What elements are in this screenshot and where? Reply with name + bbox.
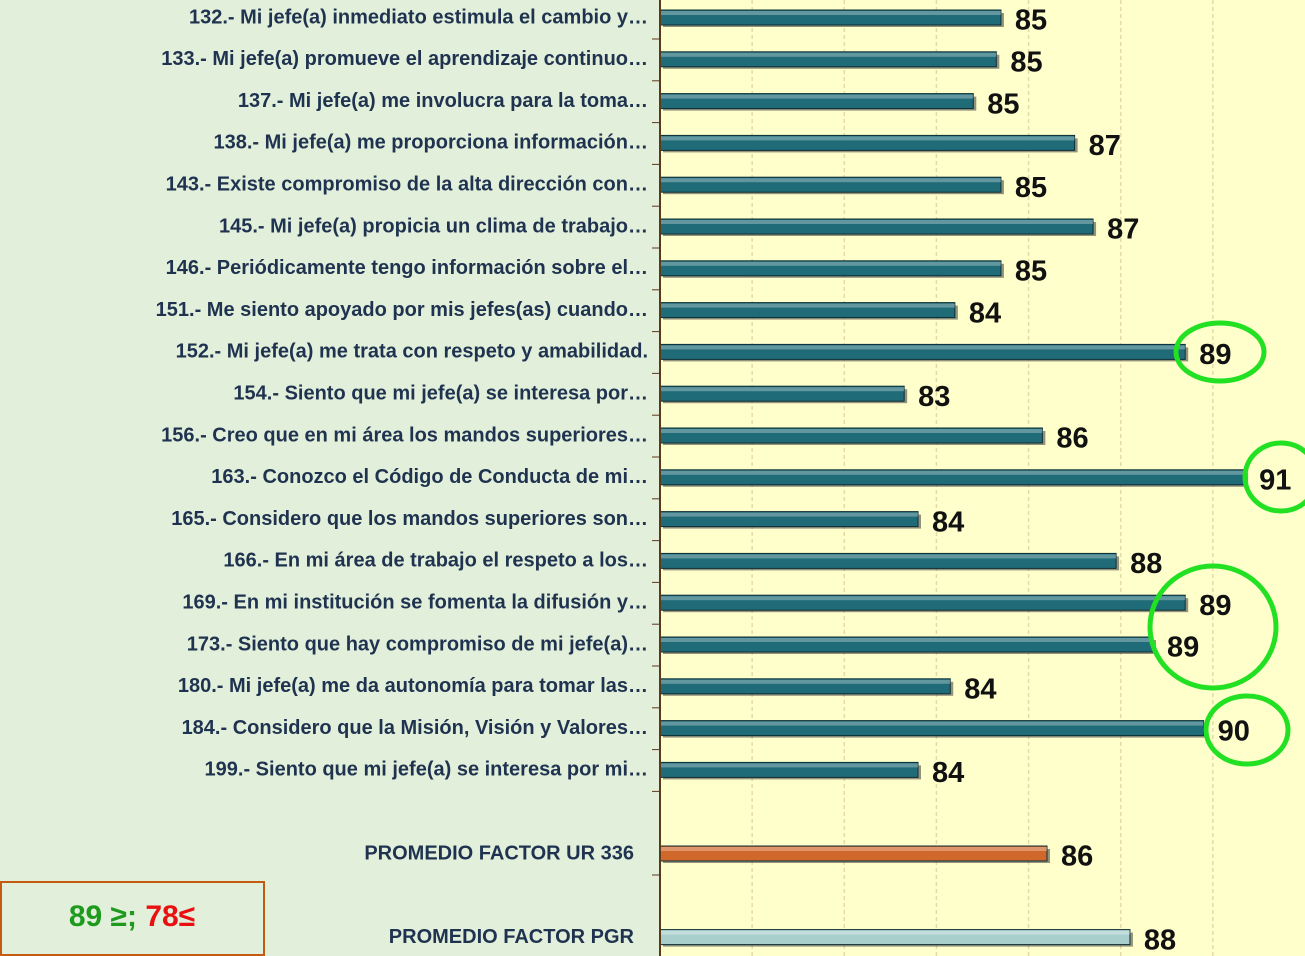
highlight-circle [1147, 563, 1279, 691]
label-panel [0, 0, 660, 956]
value-label: 90 [1218, 715, 1250, 747]
bar-highlight [660, 763, 918, 768]
category-label: 152.- Mi jefe(a) me trata con respeto y … [176, 341, 648, 363]
bar-highlight [660, 554, 1117, 559]
bar-highlight [660, 429, 1043, 433]
value-label: 89 [1199, 339, 1231, 371]
bar-highlight [660, 303, 955, 308]
bar-highlight [660, 930, 1130, 935]
category-label: 165.- Considero que los mandos superiore… [171, 508, 648, 530]
value-label: 84 [969, 297, 1001, 329]
bar-highlight [660, 638, 1153, 642]
category-label: 143.- Existe compromiso de la alta direc… [166, 173, 648, 195]
category-label: 173.- Siento que hay compromiso de mi je… [187, 633, 648, 655]
bar-highlight [660, 52, 997, 57]
value-label: 85 [987, 88, 1019, 120]
threshold-high: 89 ≥; [69, 900, 137, 933]
category-label: 146.- Periódicamente tengo información s… [166, 257, 648, 279]
category-label: 184.- Considero que la Misión, Visión y … [182, 717, 648, 739]
value-label: 89 [1199, 590, 1231, 622]
value-label: 87 [1089, 130, 1121, 162]
value-label: 84 [932, 757, 964, 789]
highlight-circle [1173, 320, 1267, 384]
legend-box [0, 881, 265, 956]
value-label: 84 [932, 506, 964, 538]
category-label: PROMEDIO FACTOR UR 336 [364, 842, 634, 864]
value-label: 85 [1010, 46, 1042, 78]
bar-highlight [660, 721, 1204, 726]
category-label: 154.- Siento que mi jefe(a) se interesa … [233, 382, 648, 404]
category-label: 137.- Mi jefe(a) me involucra para la to… [238, 90, 648, 112]
highlight-circle [1203, 693, 1291, 767]
bars [659, 9, 1249, 947]
category-label: 169.- En mi institución se fomenta la di… [182, 591, 648, 613]
category-label: 156.- Creo que en mi área los mandos sup… [161, 424, 648, 446]
bar-highlight [660, 345, 1186, 350]
value-label: 85 [1015, 255, 1047, 287]
value-label: 85 [1015, 5, 1047, 37]
bar-highlight [660, 136, 1075, 141]
category-label: 163.- Conozco el Código de Conducta de m… [211, 466, 648, 488]
bar-highlight [660, 596, 1186, 601]
bar-highlight [660, 470, 1246, 475]
bar-highlight [660, 94, 974, 99]
category-label: 199.- Siento que mi jefe(a) se interesa … [205, 759, 648, 781]
value-label: 86 [1061, 841, 1093, 873]
bar-highlight [660, 679, 951, 684]
category-label: 145.- Mi jefe(a) propicia un clima de tr… [219, 215, 648, 237]
value-label: 86 [1056, 423, 1088, 455]
bar-highlight [660, 11, 1001, 15]
value-label: 84 [964, 673, 996, 705]
category-label: 166.- En mi área de trabajo el respeto a… [223, 550, 648, 572]
category-label: PROMEDIO FACTOR PGR [389, 926, 635, 948]
highlight-circle [1242, 440, 1305, 514]
value-label: 87 [1107, 214, 1139, 246]
bar-highlight [660, 178, 1001, 183]
value-label: 83 [918, 381, 950, 413]
category-label: 138.- Mi jefe(a) me proporciona informac… [213, 132, 648, 154]
category-label: 180.- Mi jefe(a) me da autonomía para to… [178, 675, 648, 697]
bar-highlight [660, 220, 1094, 224]
highlights [1147, 320, 1305, 767]
bar-highlight [660, 387, 905, 392]
category-label: 151.- Me siento apoyado por mis jefes(as… [156, 299, 648, 321]
value-label: 91 [1259, 464, 1291, 496]
value-label: 89 [1167, 632, 1199, 664]
threshold-low: 78≤ [145, 900, 195, 933]
category-label: 132.- Mi jefe(a) inmediato estimula el c… [189, 6, 648, 28]
threshold-note: 89 ≥; 78≤ [69, 900, 195, 933]
bar-highlight [660, 261, 1001, 266]
value-label: 88 [1130, 548, 1162, 580]
value-label: 88 [1144, 924, 1176, 956]
bar-highlight [660, 512, 918, 517]
value-label: 85 [1015, 172, 1047, 204]
category-label: 133.- Mi jefe(a) promueve el aprendizaje… [161, 48, 648, 70]
bar-highlight [660, 847, 1047, 851]
